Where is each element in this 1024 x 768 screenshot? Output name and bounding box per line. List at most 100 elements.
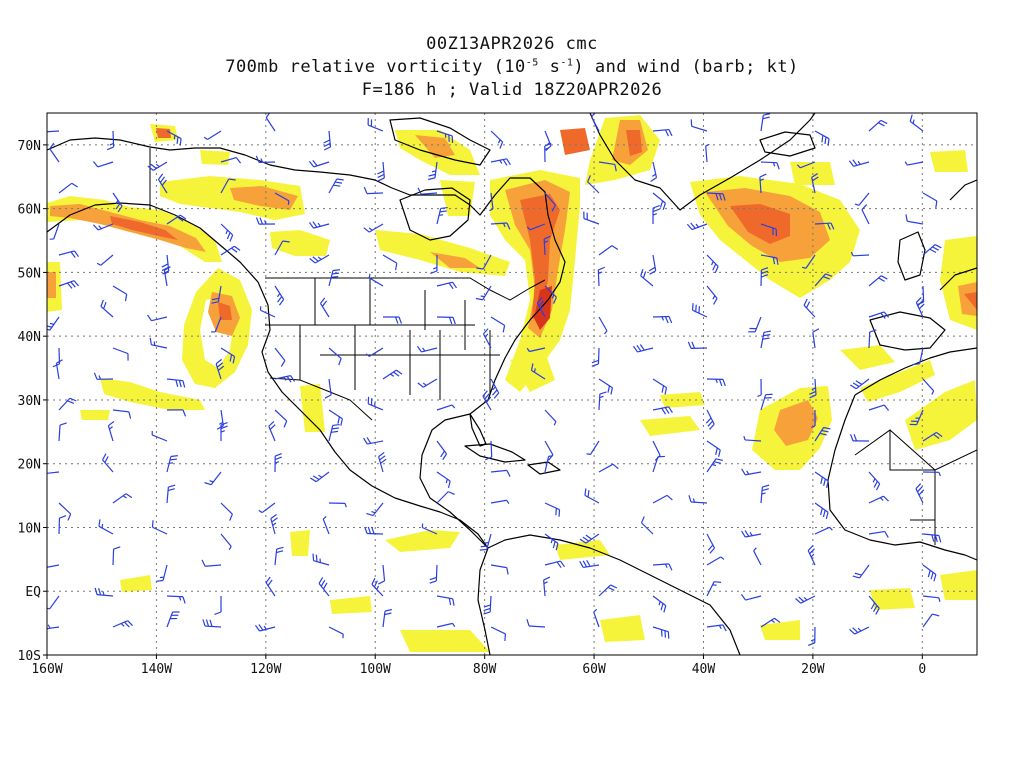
wind-barb-icon bbox=[652, 378, 668, 395]
wind-barb-icon bbox=[151, 430, 168, 442]
wind-barb-icon bbox=[687, 341, 708, 349]
vorticity-contour bbox=[400, 630, 490, 652]
vorticity-contour bbox=[230, 186, 298, 210]
longitude-label: 100W bbox=[360, 662, 391, 677]
wind-barb-icon bbox=[323, 130, 332, 151]
wind-barb-icon bbox=[166, 130, 182, 146]
vorticity-contour bbox=[156, 128, 171, 138]
wind-barb-icon bbox=[483, 595, 492, 615]
wind-barb-icon bbox=[58, 515, 67, 535]
wind-barb-icon bbox=[328, 502, 347, 508]
wind-barb-icon bbox=[436, 281, 458, 290]
wind-barb-icon bbox=[706, 581, 722, 597]
wind-barb-icon bbox=[274, 192, 290, 205]
wind-barb-icon bbox=[868, 329, 877, 349]
wind-barb-icon bbox=[652, 494, 673, 504]
wind-barb-icon bbox=[814, 502, 829, 520]
wind-barb-icon bbox=[149, 337, 168, 349]
wind-barb-icon bbox=[47, 564, 60, 568]
vorticity-contour bbox=[80, 410, 110, 420]
wind-barb-icon bbox=[686, 222, 708, 231]
wind-barb-icon bbox=[157, 173, 168, 194]
wind-barb-icon bbox=[526, 347, 546, 353]
coastline-sa-west bbox=[477, 547, 491, 655]
wind-barb-icon bbox=[268, 420, 276, 442]
wind-barb-icon bbox=[166, 409, 187, 417]
wind-barb-icon bbox=[652, 455, 665, 473]
wind-barb-icon bbox=[795, 595, 816, 604]
wind-barb-icon bbox=[93, 372, 114, 380]
wind-barb-icon bbox=[166, 484, 176, 504]
wind-barb-icon bbox=[318, 577, 330, 597]
wind-barb-icon bbox=[490, 316, 506, 333]
vorticity-contour bbox=[730, 204, 790, 244]
wind-barb-icon bbox=[915, 297, 925, 318]
wind-barb-icon bbox=[905, 214, 924, 225]
longitude-label: 140W bbox=[141, 662, 172, 677]
wind-barb-icon bbox=[593, 608, 600, 628]
wind-barb-icon bbox=[544, 455, 553, 473]
wind-barb-icon bbox=[705, 409, 715, 430]
vorticity-contour bbox=[375, 230, 510, 276]
vorticity-contour bbox=[600, 615, 645, 642]
wind-barb-icon bbox=[760, 393, 773, 411]
wind-barb-icon bbox=[922, 431, 943, 442]
wind-barb-icon bbox=[868, 595, 880, 615]
wind-barb-icon bbox=[482, 390, 492, 411]
wind-barb-icon bbox=[265, 576, 276, 597]
wind-barb-icon bbox=[112, 409, 132, 419]
wind-barb-icon bbox=[112, 285, 128, 302]
wind-barb-icon bbox=[214, 595, 222, 616]
coastline-scandinavia bbox=[949, 179, 977, 201]
political-boundaries bbox=[149, 148, 977, 545]
africa-borders bbox=[854, 429, 977, 545]
vorticity-contour bbox=[290, 530, 310, 556]
wind-barb-icon bbox=[632, 344, 654, 353]
coastline-british-isles bbox=[897, 231, 926, 281]
wind-barb-icon bbox=[807, 545, 816, 566]
wind-barb-icon bbox=[543, 576, 551, 597]
wind-barb-icon bbox=[652, 192, 666, 210]
wind-barb-icon bbox=[166, 455, 178, 473]
wind-barb-icon bbox=[922, 192, 938, 208]
wind-barb-icon bbox=[367, 118, 384, 132]
wind-barb-icon bbox=[58, 182, 78, 194]
wind-barb-icon bbox=[363, 437, 384, 445]
coastline-europe bbox=[939, 267, 977, 291]
wind-barb-icon bbox=[92, 161, 114, 168]
wind-barb-icon bbox=[760, 254, 779, 265]
wind-barb-icon bbox=[598, 584, 618, 597]
wind-barb-icon bbox=[58, 502, 72, 521]
wind-barb-icon bbox=[364, 526, 384, 535]
wind-barb-icon bbox=[436, 404, 456, 411]
wind-barb-icon bbox=[324, 378, 332, 399]
wind-barb-icon bbox=[706, 192, 726, 201]
vorticity-contour bbox=[218, 302, 232, 320]
wind-barb-icon bbox=[753, 547, 762, 566]
wind-barb-icon bbox=[166, 214, 187, 225]
wind-barb-icon bbox=[759, 173, 767, 194]
wind-barb-icon bbox=[382, 369, 403, 380]
title-exponent: -5 bbox=[525, 57, 539, 69]
wind-barb-icon bbox=[215, 358, 225, 380]
wind-barb-icon bbox=[490, 564, 509, 575]
wind-barb-icon bbox=[417, 378, 438, 388]
wind-barb-icon bbox=[587, 175, 600, 194]
chart-title-line-1: 00Z13APR2026 cmc bbox=[426, 34, 598, 54]
title-part: ) and wind (barb; kt) bbox=[573, 57, 799, 77]
wind-barb-icon bbox=[156, 564, 168, 582]
latitude-label: 50N bbox=[18, 266, 41, 281]
vorticity-contour bbox=[958, 282, 977, 316]
wind-barb-icon bbox=[591, 347, 600, 367]
wind-barb-icon bbox=[436, 316, 456, 325]
us-state-lines bbox=[265, 278, 500, 400]
wind-barb-icon bbox=[436, 471, 451, 489]
wind-barb-icon bbox=[807, 626, 816, 646]
wind-barb-icon bbox=[490, 222, 511, 230]
wind-barb-icon bbox=[382, 316, 403, 324]
vorticity-contour bbox=[660, 392, 705, 408]
wind-barb-icon bbox=[706, 624, 727, 632]
wind-barb-icon bbox=[107, 420, 115, 442]
wind-barb-icon bbox=[368, 273, 384, 287]
vorticity-contour bbox=[200, 150, 230, 165]
